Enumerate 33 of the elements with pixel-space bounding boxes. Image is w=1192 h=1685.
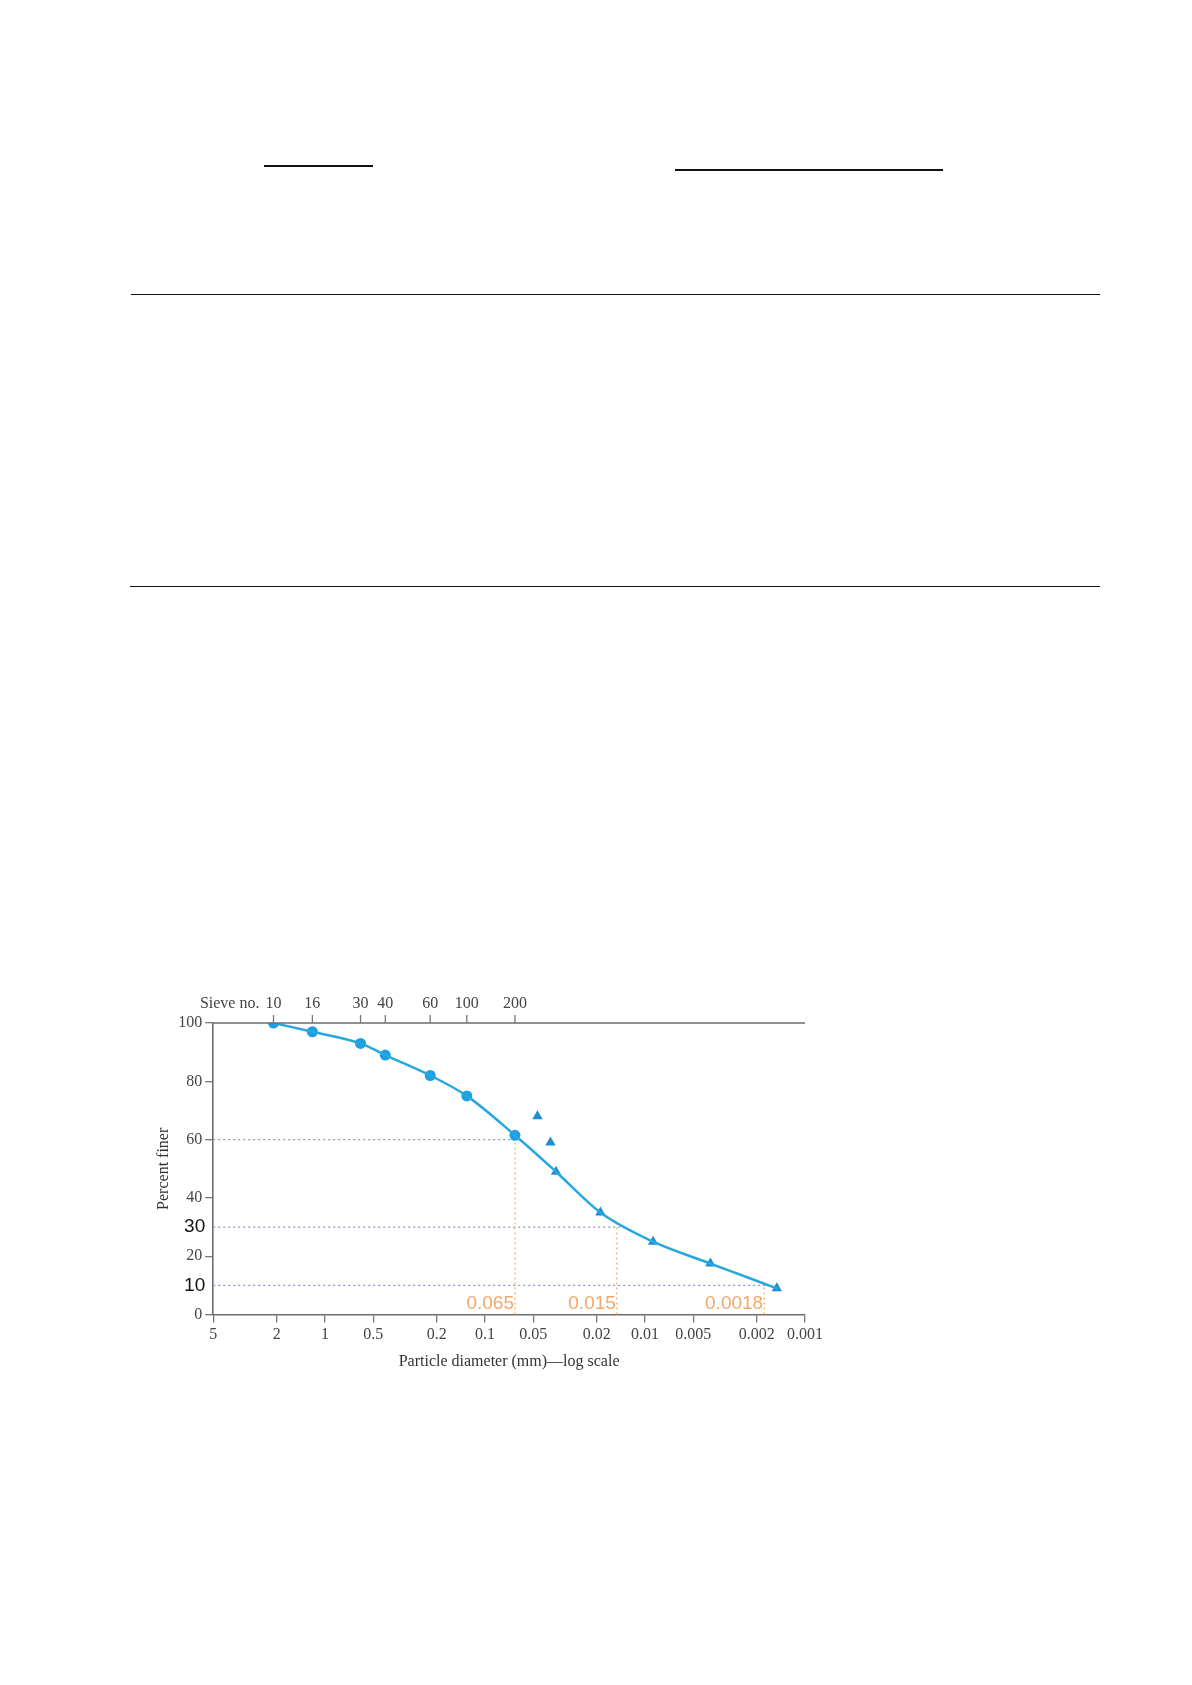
x-tick-label: 0.2 bbox=[426, 1325, 447, 1343]
x-tick-label: 0.02 bbox=[582, 1325, 611, 1343]
x-tick-label: 0.01 bbox=[631, 1325, 660, 1343]
text: Sieve no. bbox=[199, 994, 260, 1012]
x-tick-label: 5 bbox=[209, 1325, 218, 1343]
x-tick-label: 0.002 bbox=[738, 1325, 775, 1343]
y-tick-label: 60 bbox=[186, 1129, 203, 1147]
x-tick-label: 0.1 bbox=[475, 1325, 496, 1343]
y-tick-label: 20 bbox=[186, 1246, 203, 1264]
x-tick-label: 0.05 bbox=[519, 1325, 548, 1343]
x-axis-title: Particle diameter (mm)—log scale bbox=[398, 1351, 620, 1370]
annotation: 60 bbox=[422, 994, 439, 1012]
x-tick-label: 0.005 bbox=[675, 1325, 712, 1343]
annotation: 100 bbox=[454, 994, 479, 1012]
ref-line-label: 10 bbox=[184, 1273, 206, 1295]
y-tick-label: 100 bbox=[178, 1013, 203, 1031]
x-tick-label: 0.001 bbox=[787, 1325, 823, 1343]
annotation: 10 bbox=[265, 994, 282, 1012]
x-tick-label: 1 bbox=[321, 1325, 330, 1343]
x-tick-label: 2 bbox=[272, 1325, 281, 1343]
ref-line-label: 30 bbox=[184, 1215, 206, 1237]
annotation: 30 bbox=[352, 994, 369, 1012]
y-tick-label: 40 bbox=[186, 1188, 203, 1206]
y-tick-label: 0 bbox=[194, 1304, 203, 1322]
ref-line-label: 0.065 bbox=[466, 1292, 514, 1314]
annotation: 16 bbox=[304, 994, 321, 1012]
ref-line-label: 0.0018 bbox=[705, 1292, 764, 1314]
annotation: 200 bbox=[502, 994, 527, 1012]
y-tick-label: 80 bbox=[186, 1071, 203, 1089]
annotation: 40 bbox=[377, 994, 394, 1012]
x-tick-label: 0.5 bbox=[363, 1325, 384, 1343]
ref-line-label: 0.015 bbox=[568, 1292, 616, 1314]
y-axis-title: Percent finer bbox=[153, 1127, 171, 1210]
